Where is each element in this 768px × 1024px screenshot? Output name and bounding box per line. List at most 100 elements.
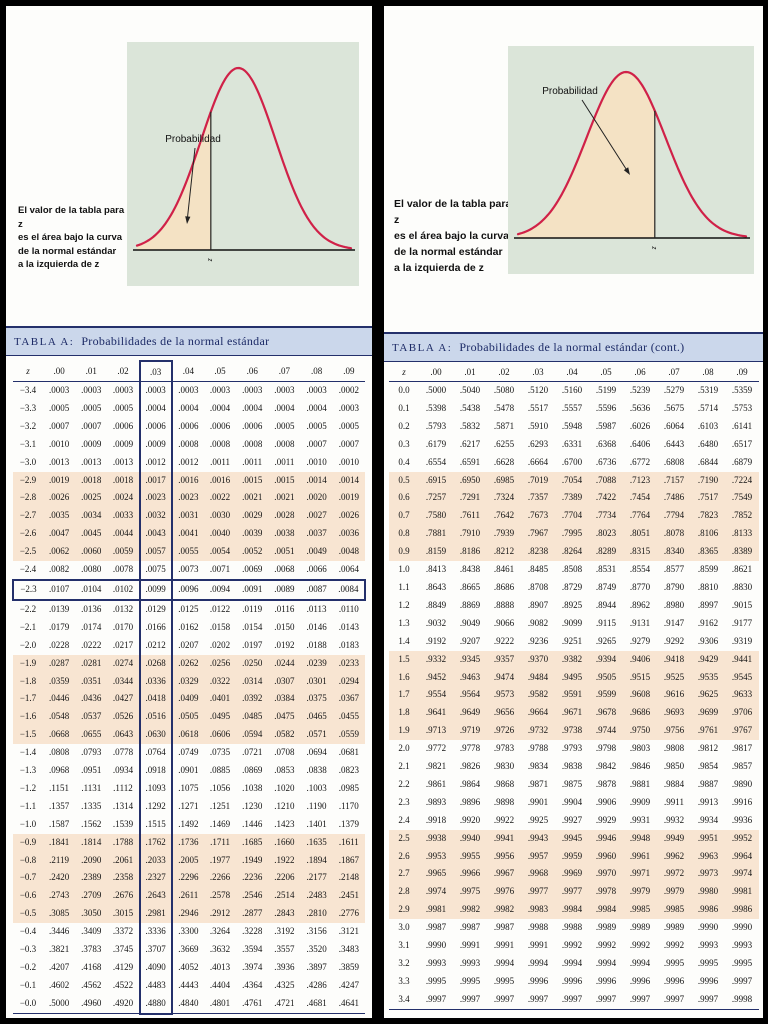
prob-cell: .7939 — [493, 528, 515, 539]
prob-cell: .0005 — [112, 402, 134, 413]
prob-cell: .9938 — [425, 832, 447, 843]
label-pointer-line — [186, 147, 196, 223]
prob-cell: .4247 — [338, 979, 359, 990]
z-value-cell: −1.3 — [19, 765, 37, 776]
table-row: −0.6 .2743 .2709 .2676 .2643 .2611 .2578 .2546.… — [13, 887, 365, 906]
z-value-cell: −2.4 — [19, 564, 37, 575]
table-row: −3.0 .0013 .0013 .0013 .0012 .0012 .0011 .0011.… — [13, 453, 365, 472]
z-value-cell: −1.6 — [19, 711, 37, 722]
prob-cell: .1170 — [338, 800, 359, 811]
prob-cell: .5279 — [663, 385, 685, 395]
prob-cell: .6700 — [561, 456, 583, 467]
z-value-cell: 0.4 — [398, 456, 410, 467]
prob-cell: .9946 — [595, 832, 617, 843]
prob-cell: .9997 — [629, 993, 651, 1004]
prob-cell: .0179 — [48, 621, 70, 632]
prob-cell: .0096 — [171, 578, 204, 601]
col-header: .01 — [85, 366, 97, 376]
prob-cell: .0287 — [48, 657, 70, 668]
col-header: .07 — [668, 366, 680, 377]
prob-cell: .4483 — [138, 976, 173, 995]
prob-cell: .0054 — [209, 546, 231, 557]
prob-cell: .9846 — [629, 761, 651, 772]
prob-cell: .8888 — [493, 599, 515, 610]
prob-cell: .9394 — [595, 653, 617, 664]
header-row: z .00 .01 .02 .03 .04 .05 .06 .07 .08 .09 — [389, 362, 759, 382]
prob-cell: .0069 — [242, 564, 263, 575]
prob-cell: .0051 — [274, 546, 295, 557]
prob-cell: .2981 — [138, 905, 173, 924]
prob-cell: .9842 — [595, 761, 617, 772]
prob-cell: .9952 — [731, 832, 753, 843]
prob-cell: .0239 — [306, 657, 327, 668]
prob-cell: .0011 — [274, 456, 295, 467]
prob-cell: .0207 — [178, 639, 199, 650]
prob-cell: .0018 — [112, 474, 134, 485]
table-row: 2.4 .9918 .9920 .9922 .9925 .9927 .9929 .9931 .9… — [389, 812, 759, 830]
prob-cell: .9664 — [527, 707, 549, 718]
z-table-positive: z .00 .01 .02 .03 .04 .05 .06 .07 .08 .09 0.0 .5000.… — [389, 362, 759, 1010]
prob-cell: .2743 — [48, 890, 70, 901]
z-value-cell: 3.1 — [398, 940, 410, 951]
prob-cell: .0516 — [138, 708, 173, 727]
z-value-cell: 0.6 — [398, 492, 410, 503]
prob-cell: .9973 — [697, 868, 719, 879]
prob-cell: .9994 — [527, 958, 549, 968]
prob-cell: .7291 — [459, 492, 481, 503]
prob-cell: .0708 — [274, 747, 295, 758]
prob-cell: .8830 — [731, 581, 753, 592]
z-value-cell: 2.0 — [398, 743, 410, 754]
prob-cell: .0003 — [306, 385, 327, 395]
prob-cell: .8461 — [493, 564, 515, 575]
prob-cell: .0162 — [178, 621, 199, 632]
col-header: .03 — [138, 360, 173, 382]
prob-cell: .5040 — [459, 385, 481, 395]
col-header: .08 — [702, 366, 714, 377]
prob-cell: .0022 — [209, 492, 231, 503]
prob-cell: .2327 — [138, 869, 173, 888]
z-value-cell: −2.0 — [19, 639, 37, 650]
table-row: 3.1 .9990 .9991 .9991 .9991 .9992 .9992 .9992 .9… — [389, 937, 759, 955]
prob-cell: .3192 — [274, 926, 295, 937]
prob-cell: .0015 — [274, 474, 295, 485]
prob-cell: .0003 — [81, 385, 102, 395]
prob-cell: .5793 — [425, 420, 447, 431]
prob-cell: .9332 — [425, 653, 447, 664]
prob-cell: .1335 — [81, 800, 102, 811]
note-line: es el área bajo la curva — [18, 232, 123, 243]
z-value-cell: −2.6 — [19, 528, 37, 539]
prob-cell: .7324 — [493, 492, 515, 503]
prob-cell: .0029 — [242, 510, 263, 521]
z-value-cell: −3.0 — [19, 456, 37, 467]
prob-cell: .9992 — [663, 940, 685, 951]
note-line: a la izquierda de z — [394, 262, 484, 274]
prob-cell: .9893 — [425, 796, 447, 807]
prob-cell: .5832 — [459, 420, 481, 431]
z-value-cell: −1.9 — [19, 657, 37, 668]
prob-cell: .9778 — [459, 743, 481, 754]
prob-cell: .9995 — [697, 958, 719, 968]
normal-curve-svg: Probabilidad z — [133, 66, 355, 262]
prob-cell: .8997 — [697, 599, 719, 610]
table-title-bar: TABLA A: Probabilidades de la normal está… — [384, 332, 763, 362]
prob-cell: .0154 — [242, 621, 263, 632]
prob-cell: .0505 — [178, 711, 199, 722]
prob-cell: .1814 — [81, 836, 102, 847]
prob-cell: .1867 — [338, 854, 359, 865]
prob-cell: .6217 — [459, 438, 481, 449]
prob-cell: .0526 — [112, 711, 134, 722]
prob-cell: .0749 — [178, 747, 199, 758]
prob-cell: .8708 — [527, 581, 549, 592]
prob-cell: .9992 — [595, 940, 617, 951]
prob-cell: .8907 — [527, 599, 549, 610]
prob-cell: .0344 — [112, 675, 134, 686]
prob-cell: .9993 — [425, 958, 447, 968]
prob-cell: .1894 — [306, 854, 327, 865]
prob-cell: .0735 — [209, 747, 231, 758]
prob-cell: .9916 — [731, 796, 753, 807]
prob-cell: .0075 — [138, 561, 173, 580]
table-row: 0.2 .5793 .5832 .5871 .5910 .5948 .5987 .6026 .6… — [389, 418, 759, 436]
prob-cell: .2358 — [112, 872, 134, 883]
prob-cell: .9934 — [697, 814, 719, 825]
prob-cell: .4721 — [274, 998, 295, 1009]
